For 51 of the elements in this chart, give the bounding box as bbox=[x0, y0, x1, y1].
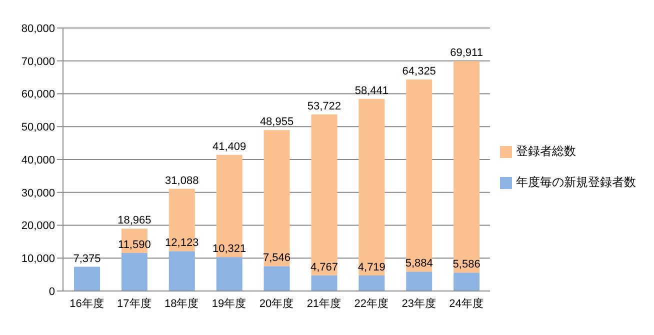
legend-label: 年度毎の新規登録者数 bbox=[516, 174, 636, 191]
bar bbox=[311, 275, 338, 291]
y-tick-label: 30,000 bbox=[21, 187, 55, 200]
bar bbox=[406, 272, 432, 291]
y-tick-label: 70,000 bbox=[21, 56, 55, 68]
total-label: 53,722 bbox=[307, 100, 342, 112]
bar bbox=[168, 251, 195, 291]
x-tick-label: 24年度 bbox=[449, 296, 484, 310]
data-label: 12,123 bbox=[165, 237, 199, 250]
x-tick-label: 17年度 bbox=[117, 296, 152, 310]
x-tick-label: 22年度 bbox=[354, 296, 389, 310]
y-tick-label: 40,000 bbox=[21, 154, 55, 166]
y-tick-label: 50,000 bbox=[21, 122, 55, 134]
total-label: 41,409 bbox=[212, 140, 246, 153]
x-tick-label: 19年度 bbox=[212, 296, 246, 310]
total-label: 31,088 bbox=[165, 174, 199, 187]
y-tick-label: 10,000 bbox=[21, 253, 55, 266]
x-tick-label: 20年度 bbox=[259, 296, 294, 310]
bar bbox=[311, 114, 338, 276]
bar bbox=[358, 275, 385, 291]
total-label: 7,375 bbox=[73, 252, 101, 265]
bar bbox=[121, 252, 148, 291]
x-tick-label: 21年度 bbox=[306, 296, 342, 310]
total-label: 69,911 bbox=[450, 47, 483, 60]
data-label: 4,767 bbox=[310, 261, 338, 274]
bar bbox=[264, 130, 290, 266]
legend-label: 登録者総数 bbox=[516, 143, 576, 160]
data-label: 5,586 bbox=[452, 258, 480, 271]
data-label: 10,321 bbox=[212, 243, 246, 256]
x-tick-label: 16年度 bbox=[70, 296, 104, 310]
bar bbox=[454, 272, 480, 291]
data-label: 4,719 bbox=[358, 261, 386, 274]
y-tick-label: 20,000 bbox=[21, 220, 55, 232]
bar bbox=[358, 98, 385, 276]
y-tick-label: 60,000 bbox=[21, 88, 55, 101]
y-tick-label: 0 bbox=[48, 286, 55, 298]
data-label: 5,884 bbox=[405, 258, 433, 270]
bar bbox=[454, 61, 480, 273]
bar bbox=[216, 257, 242, 291]
total-label: 64,325 bbox=[402, 66, 436, 78]
data-label: 11,590 bbox=[118, 238, 151, 251]
bar bbox=[264, 266, 290, 291]
bar bbox=[406, 80, 432, 272]
total-label: 18,965 bbox=[118, 214, 152, 227]
total-label: 48,955 bbox=[260, 116, 294, 128]
x-tick-label: 18年度 bbox=[164, 296, 199, 310]
total-label: 58,441 bbox=[354, 84, 388, 97]
y-tick-label: 80,000 bbox=[21, 22, 55, 35]
x-tick-label: 23年度 bbox=[402, 296, 436, 310]
bar bbox=[74, 266, 100, 291]
data-label: 7,546 bbox=[263, 252, 291, 264]
